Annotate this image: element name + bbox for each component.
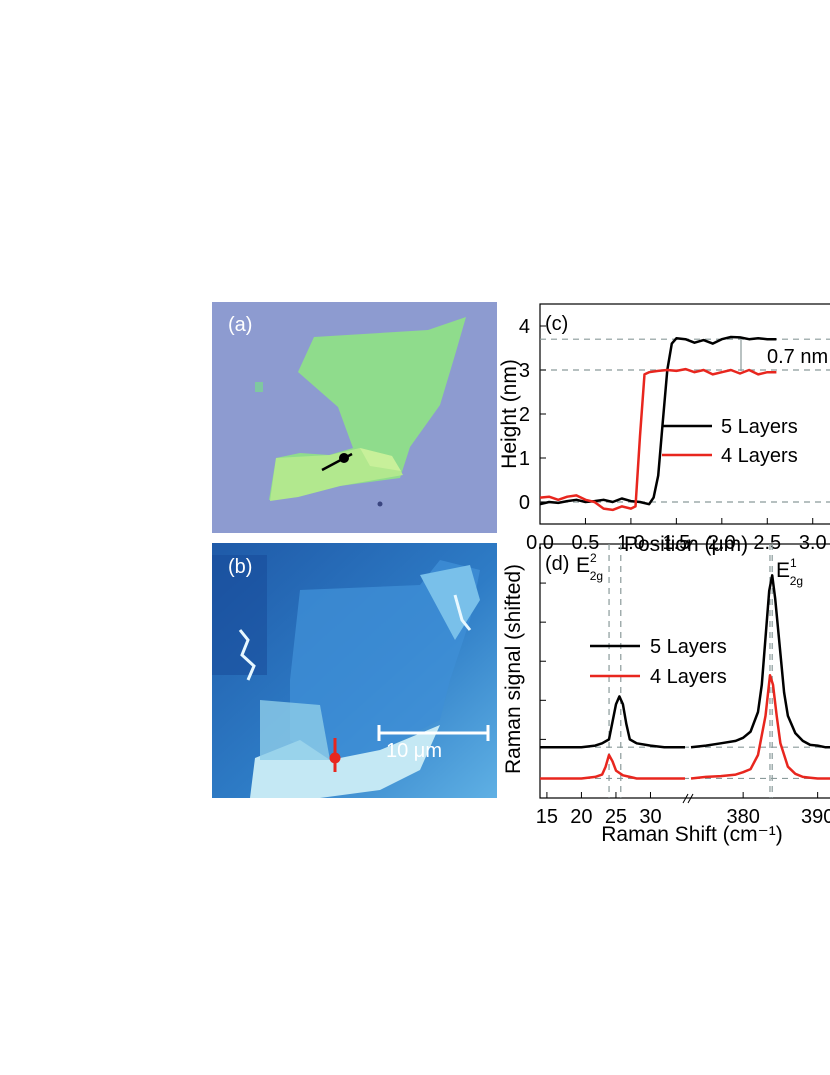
chart-d-xtick-label: 390 [801, 806, 830, 828]
peak-label-e2g1: E1 2g [776, 556, 803, 588]
chart-c-series [540, 335, 777, 512]
axis-break-top [682, 539, 694, 550]
scale-bar-label: 10 μm [386, 740, 442, 762]
chart-c-ytick-label: 2 [519, 404, 530, 426]
chart-d-ticks: 15 20 25 30 380 390 [536, 582, 830, 828]
chart-c-ylabel: Height (nm) [498, 359, 521, 469]
chart-c-ytick-label: 0 [519, 492, 530, 514]
afm-image [212, 452, 497, 798]
chart-d-xtick-label: 20 [570, 806, 592, 828]
chart-c-series-line-five-layers [540, 335, 777, 506]
chart-d-xtick-label: 30 [639, 806, 661, 828]
axis-break-bottom [682, 793, 694, 804]
chart-c-xtick-label: 0.5 [572, 532, 600, 554]
legend-d-five-label: 5 Layers [650, 636, 727, 658]
chart-d-series-left-four-layers [540, 753, 685, 780]
chart-c-annotation: 0.7 nm [767, 346, 828, 368]
chart-d-xtick-label: 25 [605, 806, 627, 828]
chart-c-xtick-label: 2.5 [753, 532, 781, 554]
panel-a-label: (a) [228, 314, 252, 336]
panel-b-label: (b) [228, 556, 252, 578]
chart-d-panel-label: (d) [545, 553, 569, 575]
profile-marker-four-layer [329, 752, 341, 764]
legend-c-four-label: 4 Layers [721, 445, 798, 467]
chart-d-xtick-label: 15 [536, 806, 558, 828]
peak-label-e2g2: E2 2g [576, 551, 603, 583]
flake-five-layer [269, 317, 466, 500]
optical-image [212, 302, 497, 533]
chart-d-series-right-five-layers [690, 574, 830, 749]
profile-marker-five-layer [339, 453, 349, 463]
chart-c-ytick-label: 3 [519, 360, 530, 382]
chart-c-series-line-four-layers [540, 367, 777, 512]
chart-d: 15 20 25 30 380 390 (d) E2 2g E1 2g 5 Layers 4 … [502, 539, 830, 846]
chart-c-xtick-label: 3.0 [799, 532, 827, 554]
legend-c-five-label: 5 Layers [721, 416, 798, 438]
chart-d-xlabel: Raman Shift (cm⁻¹) [601, 823, 782, 846]
chart-d-series-right-four-layers [690, 674, 830, 780]
chart-d-series [540, 574, 830, 780]
chart-c-ytick-label: 1 [519, 448, 530, 470]
chart-d-frame [539, 543, 830, 799]
chart-c-xtick-label: 0.0 [526, 532, 554, 554]
scale-bar [377, 725, 490, 741]
chart-c-frame [539, 303, 830, 525]
chart-d-ylabel: Raman signal (shifted) [502, 564, 525, 774]
chart-c-ytick-label: 4 [519, 316, 530, 338]
legend-d-four-label: 4 Layers [650, 666, 727, 688]
chart-c-xtick-label: 1.0 [617, 532, 645, 554]
chart-c-panel-label: (c) [545, 313, 568, 335]
chart-d-series-left-five-layers [540, 695, 685, 749]
chart-d-xtick-label: 380 [726, 806, 759, 828]
chart-c-xtick-label: 2.0 [708, 532, 736, 554]
